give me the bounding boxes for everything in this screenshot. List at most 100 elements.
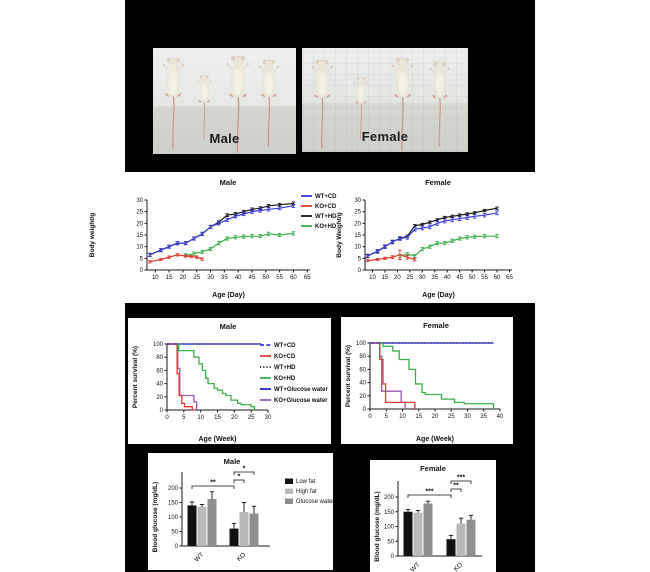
svg-text:5: 5 [140, 256, 144, 262]
svg-text:40: 40 [156, 382, 163, 388]
svg-text:5: 5 [358, 256, 362, 262]
svg-text:KO+HD: KO+HD [274, 376, 296, 382]
female-glucose-panel: 0 50 100 150 200 Female Blood glucose (mg/dL) W… [370, 460, 496, 572]
svg-text:0: 0 [140, 268, 144, 274]
svg-text:40: 40 [444, 275, 451, 281]
svg-text:10: 10 [399, 414, 406, 420]
svg-text:***: *** [457, 475, 465, 482]
svg-text:10: 10 [152, 275, 159, 281]
svg-text:30: 30 [419, 275, 426, 281]
svg-text:Male: Male [220, 178, 237, 187]
svg-text:Age (Week): Age (Week) [199, 436, 237, 443]
svg-text:200: 200 [384, 495, 395, 501]
svg-text:150: 150 [384, 510, 395, 516]
svg-text:Age (Day): Age (Day) [212, 292, 245, 299]
female-glucose-chart: 0 50 100 150 200 Female Blood glucose (mg/dL) W… [374, 464, 482, 572]
svg-text:WT+HD: WT+HD [274, 365, 296, 371]
svg-text:10: 10 [197, 415, 204, 421]
svg-text:35: 35 [221, 275, 228, 281]
svg-text:0: 0 [175, 544, 179, 550]
svg-text:Male: Male [224, 457, 241, 466]
svg-text:20: 20 [359, 394, 366, 400]
svg-text:WT: WT [193, 551, 205, 563]
svg-text:KO+CD: KO+CD [274, 354, 296, 360]
svg-text:High fat: High fat [296, 489, 317, 495]
svg-text:25: 25 [136, 210, 143, 216]
svg-text:**: ** [453, 483, 459, 490]
male-survival-chart: 0 20 40 60 80 100 0 5 10 15 20 25 30 Male Age (Week) Pe… [132, 322, 329, 443]
svg-text:Female: Female [423, 321, 449, 330]
svg-text:Female: Female [420, 464, 446, 473]
svg-text:Blood glucose (mg/dL): Blood glucose (mg/dL) [374, 491, 381, 561]
svg-text:WT+Glucose water: WT+Glucose water [274, 387, 329, 393]
svg-text:80: 80 [359, 354, 366, 360]
svg-text:WT+CD: WT+CD [315, 194, 337, 200]
svg-text:25: 25 [407, 275, 414, 281]
svg-text:Age (Week): Age (Week) [416, 436, 454, 443]
female-survival-chart: 0 20 40 60 80 100 0 5 10 15 20 25 30 35 40 Female Age (W… [345, 321, 504, 443]
svg-text:0: 0 [363, 407, 367, 413]
svg-text:***: *** [425, 489, 433, 496]
svg-text:25: 25 [248, 415, 255, 421]
svg-text:15: 15 [354, 233, 361, 239]
svg-text:Percent survival (%): Percent survival (%) [345, 345, 352, 407]
svg-text:Percent survival (%): Percent survival (%) [132, 346, 139, 408]
svg-text:25: 25 [354, 210, 361, 216]
svg-text:20: 20 [231, 415, 238, 421]
female-survival-panel: 0 20 40 60 80 100 0 5 10 15 20 25 30 35 40 Female Age (W… [341, 317, 513, 444]
svg-text:65: 65 [304, 275, 311, 281]
svg-text:15: 15 [136, 233, 143, 239]
svg-text:40: 40 [359, 381, 366, 387]
svg-text:0: 0 [165, 415, 169, 421]
svg-text:20: 20 [136, 221, 143, 227]
svg-text:0: 0 [391, 554, 395, 560]
male-survival-panel: 0 20 40 60 80 100 0 5 10 15 20 25 30 Male Age (Week) Pe… [128, 318, 331, 444]
svg-text:Female: Female [425, 178, 451, 187]
svg-text:Body weight/g: Body weight/g [89, 213, 96, 257]
svg-text:20: 20 [180, 275, 187, 281]
svg-text:20: 20 [394, 275, 401, 281]
svg-text:*: * [243, 466, 246, 473]
male-glucose-chart: 0 50 100 150 200 Male Blood glucose (mg/dL) WT K… [152, 457, 333, 564]
svg-text:100: 100 [168, 515, 179, 521]
svg-text:WT+CD: WT+CD [274, 343, 296, 349]
svg-text:WT: WT [409, 561, 421, 572]
svg-text:150: 150 [168, 501, 179, 507]
svg-text:200: 200 [168, 486, 179, 492]
svg-text:50: 50 [262, 275, 269, 281]
svg-text:Age (Day): Age (Day) [422, 292, 455, 299]
svg-text:100: 100 [384, 525, 395, 531]
svg-text:35: 35 [431, 275, 438, 281]
mouse-photo-male: Male [153, 48, 296, 154]
svg-text:15: 15 [166, 275, 173, 281]
svg-text:25: 25 [193, 275, 200, 281]
svg-text:35: 35 [480, 414, 487, 420]
svg-text:KO+HD: KO+HD [315, 224, 337, 230]
photo-label-female: Female [361, 129, 409, 144]
svg-text:45: 45 [456, 275, 463, 281]
svg-text:20: 20 [354, 221, 361, 227]
svg-text:25: 25 [448, 414, 455, 420]
svg-text:WT+HD: WT+HD [315, 214, 337, 220]
svg-text:*: * [238, 474, 241, 481]
svg-text:20: 20 [432, 414, 439, 420]
svg-text:60: 60 [494, 275, 501, 281]
svg-text:60: 60 [290, 275, 297, 281]
svg-text:10: 10 [136, 245, 143, 251]
svg-text:15: 15 [415, 414, 422, 420]
svg-text:15: 15 [214, 415, 221, 421]
svg-text:KO+CD: KO+CD [315, 204, 337, 210]
svg-text:KO: KO [236, 551, 248, 563]
svg-text:30: 30 [464, 414, 471, 420]
svg-text:45: 45 [249, 275, 256, 281]
svg-text:20: 20 [156, 395, 163, 401]
svg-text:10: 10 [369, 275, 376, 281]
svg-text:Blood glucose (mg/dL): Blood glucose (mg/dL) [152, 482, 159, 552]
female-bodyweight-chart: 0 5 10 15 20 25 30 10 15 20 25 30 35 40 45 50 55 60 65 Fema… [336, 178, 514, 299]
svg-text:10: 10 [354, 245, 361, 251]
svg-text:40: 40 [235, 275, 242, 281]
svg-text:65: 65 [506, 275, 513, 281]
svg-text:Glucose water: Glucose water [296, 499, 333, 505]
svg-text:Body Weight/g: Body Weight/g [336, 212, 343, 257]
svg-text:**: ** [210, 480, 216, 487]
